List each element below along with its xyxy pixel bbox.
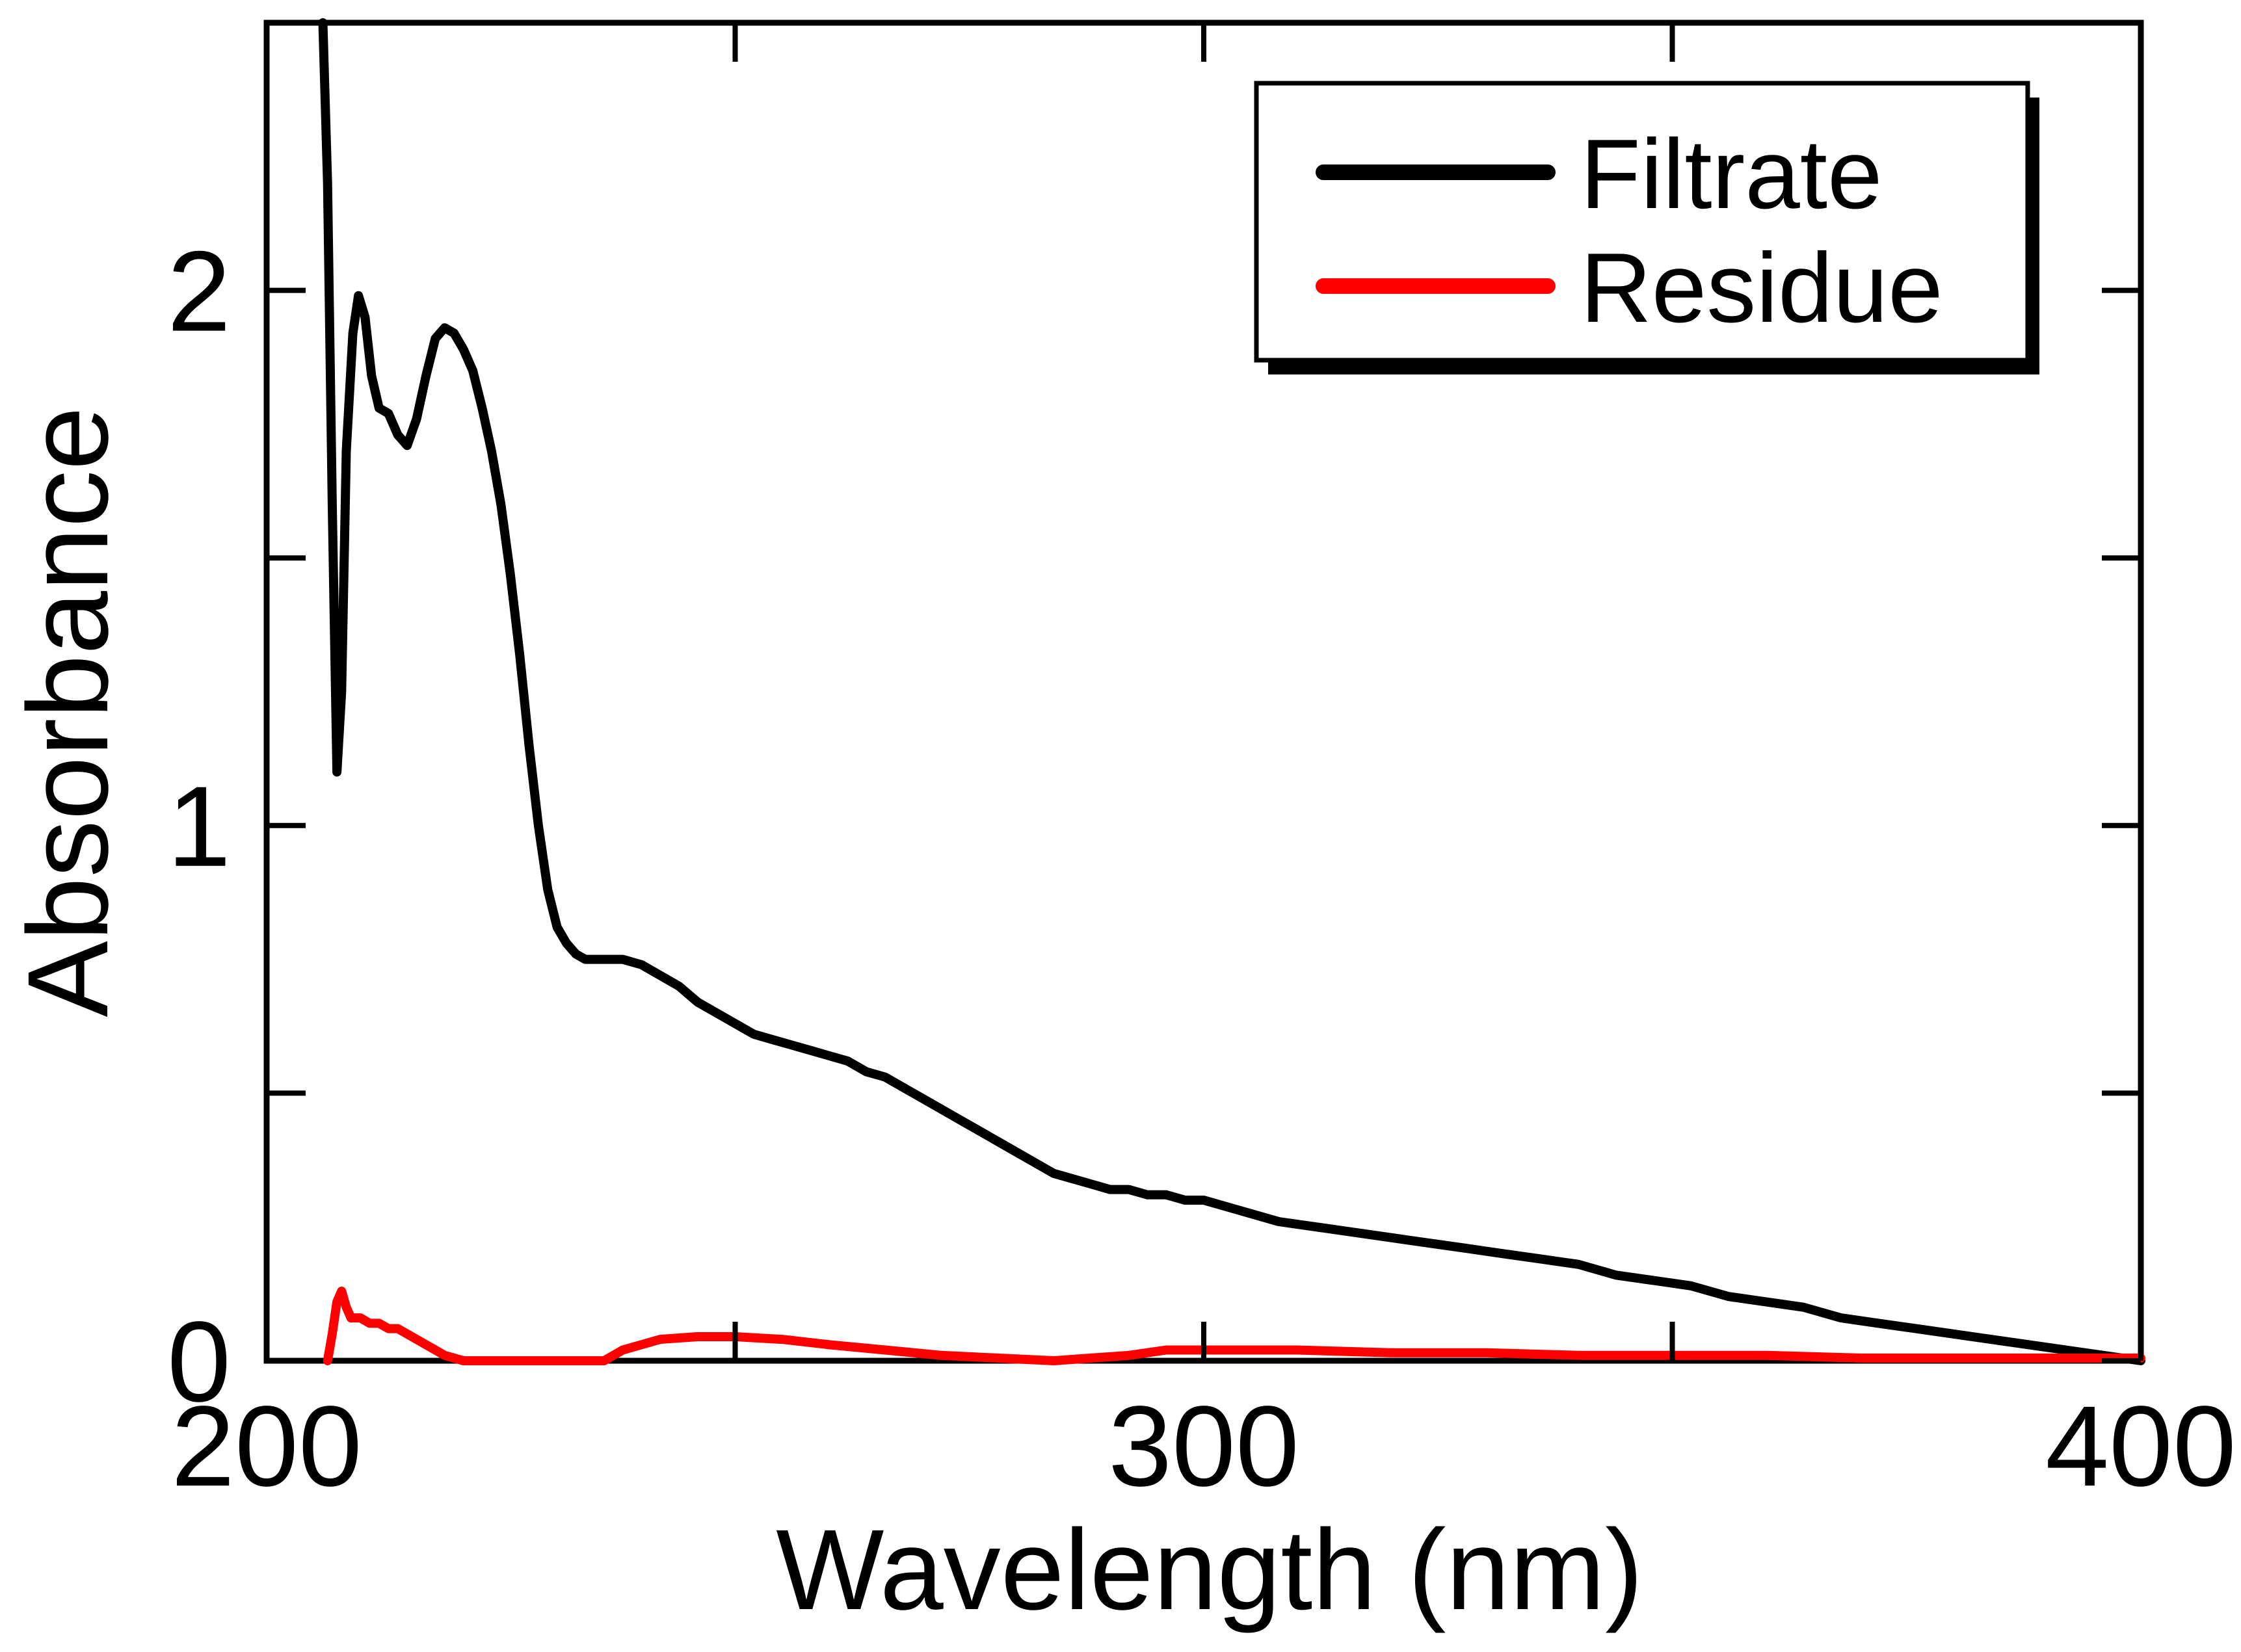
y-tick-label: 0 [167, 1298, 231, 1426]
x-tick-label: 200 [171, 1383, 362, 1510]
ticks-group [264, 23, 2143, 1363]
series-group [318, 18, 2145, 1365]
legend-label-filtrate: Filtrate [1580, 119, 1883, 229]
x-axis-title: Wavelength (nm) [776, 1506, 1643, 1634]
y-axis-title: Absorbance [5, 406, 132, 1017]
x-tick-label: 400 [2045, 1383, 2236, 1510]
y-tick-label: 1 [167, 763, 231, 891]
series-line-filtrate [318, 18, 2145, 1365]
x-tick-label: 300 [1108, 1383, 1299, 1510]
legend-label-residue: Residue [1580, 233, 1943, 343]
series-line-residue [323, 1287, 2145, 1365]
tick-labels-group: 200 300 400 0 1 2 [167, 228, 2236, 1510]
legend-box [1254, 81, 2030, 363]
legend: Filtrate Residue [1254, 81, 2039, 374]
y-tick-label: 2 [167, 228, 231, 356]
